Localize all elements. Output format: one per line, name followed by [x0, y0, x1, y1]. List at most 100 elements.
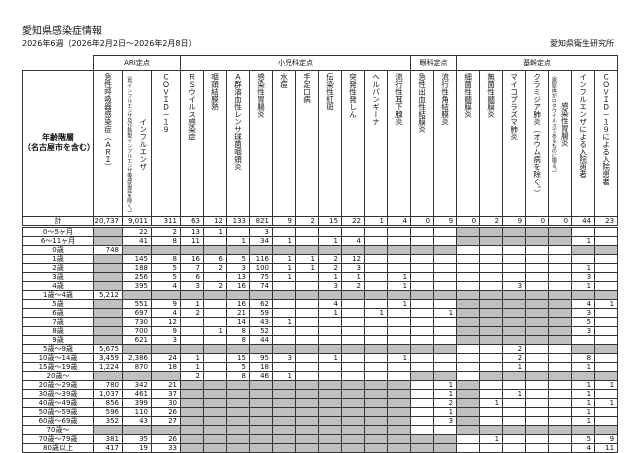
not-applicable-cell [272, 415, 296, 426]
not-applicable-cell [272, 379, 296, 390]
count-cell: 3 [571, 271, 596, 282]
not-applicable-cell [341, 415, 365, 426]
count-cell [594, 352, 619, 363]
count-cell [594, 388, 619, 399]
count-cell [594, 262, 619, 273]
table-row: 7歳 730 12 14 43 1 5 [22, 316, 619, 327]
not-applicable-cell [525, 316, 550, 327]
count-cell: 1,037 [93, 388, 123, 399]
table-row: 20歳～29歳 780 342 21 1 1 1 [22, 379, 619, 390]
count-cell: 4 [318, 298, 342, 309]
count-cell [203, 361, 227, 372]
column-header: インフルエンザによる入院患者 [571, 70, 596, 217]
count-cell [525, 406, 550, 417]
not-applicable-cell [410, 343, 435, 354]
column-label: インフルエンザ [138, 118, 148, 171]
not-applicable-cell [364, 406, 388, 417]
age-label: 60歳～69歳 [22, 415, 94, 426]
count-cell [203, 334, 227, 345]
age-label: 80歳以上 [22, 442, 94, 453]
table-row: 5歳 551 9 1 16 62 4 1 4 1 [22, 298, 619, 309]
not-applicable-cell [93, 325, 123, 336]
count-cell: 0 [456, 215, 481, 228]
column-header: 伝染性紅斑 [318, 70, 342, 217]
not-applicable-cell [341, 406, 365, 417]
column-label: 突発性発しん [348, 73, 358, 118]
table-row: 50歳～59歳 596 110 26 1 1 [22, 406, 619, 417]
count-cell [456, 361, 481, 372]
not-applicable-cell [226, 433, 250, 444]
count-cell [479, 388, 504, 399]
count-cell [502, 244, 527, 255]
count-cell: 11 [180, 235, 204, 246]
count-cell [548, 361, 573, 372]
table-row: 3歳 256 5 6 13 75 1 1 1 1 3 [22, 271, 619, 282]
not-applicable-cell [571, 343, 596, 354]
count-cell: 15 [226, 352, 250, 363]
count-cell [203, 370, 227, 381]
table-row: 15歳～19歳 1,224 870 18 1 5 18 1 1 [22, 361, 619, 372]
column-label: 手足口病 [302, 73, 312, 103]
count-cell [386, 361, 412, 372]
count-cell: 9 [151, 325, 181, 336]
count-cell [548, 262, 573, 273]
count-cell: 9 [502, 215, 527, 228]
count-cell: 18 [151, 361, 181, 372]
count-cell: 3 [433, 415, 458, 426]
count-cell: 1 [386, 271, 412, 282]
count-cell [364, 235, 388, 246]
table-row: 0歳 748 [22, 244, 619, 255]
count-cell [295, 225, 319, 237]
not-applicable-cell [203, 415, 227, 426]
count-cell: 8 [226, 334, 250, 345]
count-cell [571, 334, 596, 345]
count-cell: 3 [571, 307, 596, 318]
not-applicable-cell [341, 388, 365, 399]
not-applicable-cell [249, 244, 273, 255]
count-cell [410, 397, 435, 408]
count-cell [548, 253, 573, 264]
count-cell [456, 271, 481, 282]
count-cell: 1 [272, 370, 296, 381]
not-applicable-cell [525, 289, 550, 300]
count-cell: 9,011 [122, 215, 152, 228]
not-applicable-cell [318, 397, 342, 408]
not-applicable-cell [226, 406, 250, 417]
count-cell [318, 325, 342, 336]
not-applicable-cell [318, 433, 342, 444]
not-applicable-cell [180, 343, 204, 354]
not-applicable-cell [386, 433, 412, 444]
not-applicable-cell [318, 379, 342, 390]
age-label: 1歳～4歳 [22, 289, 94, 300]
count-cell: 1,224 [93, 361, 123, 372]
count-cell: 748 [93, 244, 123, 255]
not-applicable-cell [122, 289, 152, 300]
not-applicable-cell [272, 424, 296, 435]
not-applicable-cell [364, 388, 388, 399]
not-applicable-cell [341, 424, 365, 435]
count-cell: 1 [594, 379, 619, 390]
count-cell: 1 [571, 280, 596, 291]
not-applicable-cell [548, 235, 573, 246]
count-cell [272, 361, 296, 372]
count-cell: 8 [226, 370, 250, 381]
count-cell: 352 [93, 415, 123, 426]
count-cell: 1 [295, 253, 319, 264]
count-cell [479, 262, 504, 273]
column-note: （病原体がロタウイルスであるものに限る。） [550, 73, 557, 176]
not-applicable-cell [93, 225, 123, 237]
count-cell: 95 [249, 352, 273, 363]
count-cell [272, 225, 296, 237]
not-applicable-cell [433, 343, 458, 354]
count-cell [548, 388, 573, 399]
count-cell: 1 [318, 235, 342, 246]
count-cell [318, 361, 342, 372]
not-applicable-cell [479, 370, 504, 381]
count-cell [548, 352, 573, 363]
not-applicable-cell [341, 244, 365, 255]
not-applicable-cell [295, 397, 319, 408]
count-cell: 3 [151, 334, 181, 345]
not-applicable-cell [318, 388, 342, 399]
not-applicable-cell [479, 298, 504, 309]
count-cell: 1 [571, 397, 596, 408]
